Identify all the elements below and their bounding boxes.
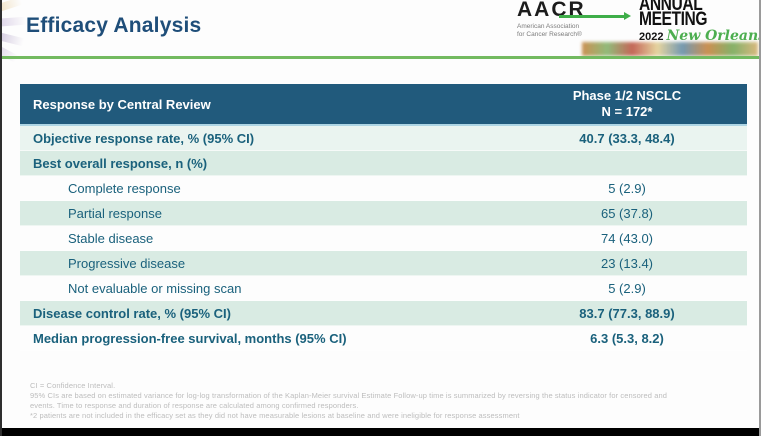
footnote-line: CI = Confidence Interval.: [30, 381, 116, 390]
row-value: 40.7 (33.3, 48.4): [579, 130, 675, 146]
row-label: Not evaluable or missing scan: [68, 280, 242, 296]
table-row: Stable disease 74 (43.0): [20, 226, 747, 251]
table-row: Disease control rate, % (95% CI) 83.7 (7…: [20, 301, 747, 326]
table-header-cohort: Phase 1/2 NSCLC N = 172*: [507, 84, 747, 124]
row-value: [507, 151, 747, 175]
efficacy-table: Response by Central Review Phase 1/2 NSC…: [20, 84, 747, 351]
footnote-line: *2 patients are not included in the effi…: [30, 411, 520, 420]
sunburst-ray-icon: [2, 0, 23, 16]
table-row: Median progression-free survival, months…: [20, 326, 747, 351]
table-row: Not evaluable or missing scan 5 (2.9): [20, 276, 747, 301]
video-letterbox-bar: [2, 428, 759, 436]
row-label: Partial response: [68, 205, 162, 221]
org-name-line1: American Association: [517, 23, 580, 30]
aacr-wordmark: AACR American Association for Cancer Res…: [517, 0, 635, 38]
row-label: Stable disease: [68, 230, 154, 246]
sunburst-ray-icon: [2, 16, 27, 28]
row-label: Progressive disease: [68, 255, 186, 271]
row-value: 6.3 (5.3, 8.2): [590, 330, 664, 346]
table-header-row: Response by Central Review Phase 1/2 NSC…: [20, 84, 747, 126]
aacr-green-arrow-icon: [559, 12, 631, 20]
title-divider: [2, 56, 759, 59]
event-year: 2022: [639, 31, 664, 43]
sunburst-ray-icon: [2, 29, 25, 47]
footnote-line: 95% CIs are based on estimated variance …: [30, 391, 668, 400]
event-city: New Orleans: [666, 28, 761, 44]
event-line1: ANNUAL: [639, 0, 703, 15]
row-label: Best overall response, n (%): [33, 155, 208, 171]
table-row: Best overall response, n (%): [20, 151, 747, 176]
footnote-line: events. Time to response and duration of…: [30, 401, 359, 410]
cohort-n: N = 172*: [601, 104, 653, 119]
row-label: Objective response rate, % (95% CI): [33, 130, 255, 146]
row-value: 5 (2.9): [608, 180, 646, 196]
row-value: 74 (43.0): [600, 230, 654, 246]
table-row: Partial response 65 (37.8): [20, 201, 747, 226]
table-header-label: Response by Central Review: [33, 96, 211, 112]
row-value: 83.7 (77.3, 88.9): [579, 305, 675, 321]
row-value: 65 (37.8): [600, 205, 654, 221]
row-label: Disease control rate, % (95% CI): [33, 305, 231, 321]
table-row: Objective response rate, % (95% CI) 40.7…: [20, 126, 747, 151]
footnotes: CI = Confidence Interval. 95% CIs are ba…: [30, 381, 746, 421]
event-wordmark: ANNUAL MEETING 2022 New Orleans: [639, 0, 759, 44]
aacr-annual-meeting-logo: AACR American Association for Cancer Res…: [517, 0, 759, 56]
event-line2: MEETING: [639, 9, 708, 30]
org-name-line2: for Cancer Research®: [517, 30, 582, 38]
page-title: Efficacy Analysis: [26, 14, 202, 37]
cohort-name: Phase 1/2 NSCLC: [572, 88, 682, 103]
row-value: 5 (2.9): [608, 280, 646, 296]
row-value: 23 (13.4): [600, 255, 654, 271]
row-label: Median progression-free survival, months…: [33, 330, 347, 346]
event-photo-strip: [582, 42, 758, 56]
table-row: Progressive disease 23 (13.4): [20, 251, 747, 276]
table-row: Complete response 5 (2.9): [20, 176, 747, 201]
row-label: Complete response: [68, 180, 181, 196]
